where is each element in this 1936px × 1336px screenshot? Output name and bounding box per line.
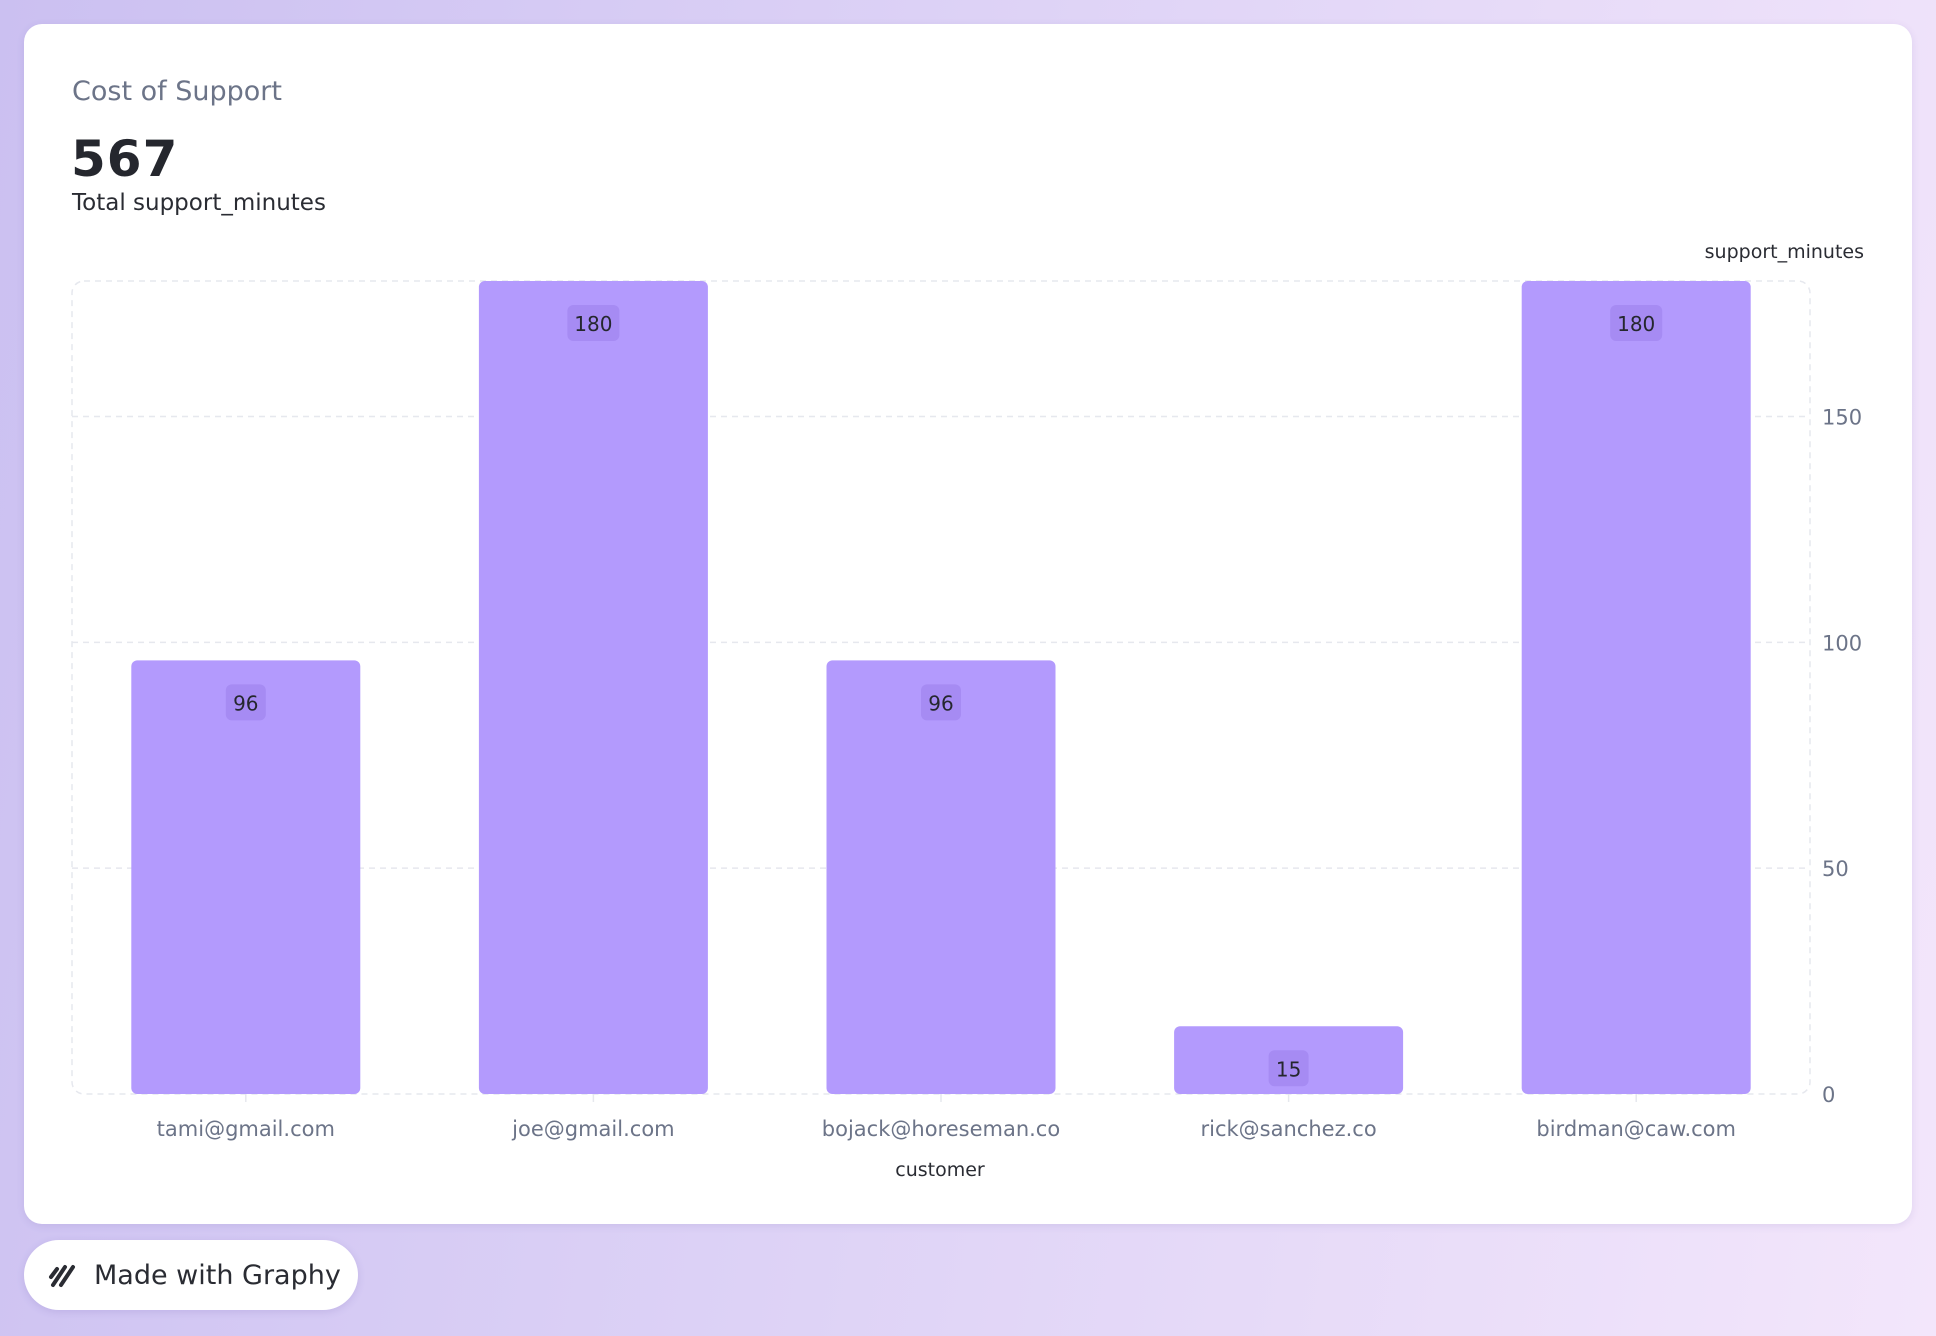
x-tick-label: joe@gmail.com [511, 1117, 674, 1141]
data-label-layer: 96 180 96 15 180 [225, 305, 1663, 1087]
y-tick-label: 50 [1822, 857, 1849, 881]
chart-card: Cost of Support 567 Total support_minute… [24, 24, 1912, 1224]
card-title: Cost of Support [72, 76, 282, 107]
y-axis-title: support_minutes [1705, 241, 1864, 263]
y-tick-label: 150 [1822, 406, 1862, 430]
tick-layer: 0 50 100 150 tami@gmail.com joe@gmail.com boja… [157, 406, 1862, 1142]
made-with-graphy-badge[interactable]: Made with Graphy [24, 1240, 358, 1310]
bar-layer [131, 281, 1751, 1094]
data-label-bg [225, 684, 266, 721]
metric-value: 567 [71, 130, 179, 188]
x-tick-label: rick@sanchez.co [1201, 1117, 1377, 1141]
data-label-bg [1268, 1050, 1309, 1087]
y-tick-label: 0 [1822, 1083, 1835, 1107]
bar[interactable] [478, 281, 708, 1094]
data-label-bg [567, 305, 620, 341]
bar[interactable] [131, 660, 361, 1094]
graphy-logo-icon [49, 1265, 75, 1287]
bar-chart: 96 180 96 15 180 0 50 100 150 tami@gmail.com joe@… [71, 241, 1864, 1181]
data-label: 96 [928, 691, 953, 715]
x-tick-label: bojack@horeseman.co [822, 1117, 1060, 1141]
y-tick-label: 100 [1822, 631, 1862, 655]
data-label: 180 [574, 312, 612, 336]
x-tick-label: tami@gmail.com [157, 1117, 335, 1141]
data-label: 180 [1617, 312, 1655, 336]
data-label: 15 [1276, 1057, 1301, 1081]
plot-frame [71, 280, 1811, 1095]
data-label-bg [921, 684, 961, 721]
bar[interactable] [1521, 281, 1751, 1094]
metric-caption: Total support_minutes [72, 190, 326, 216]
data-label: 96 [233, 691, 258, 715]
x-axis-title: customer [895, 1159, 985, 1181]
data-label-bg [1610, 305, 1663, 341]
badge-label: Made with Graphy [94, 1259, 341, 1291]
bar[interactable] [826, 660, 1056, 1094]
x-tick-label: birdman@caw.com [1536, 1117, 1736, 1141]
